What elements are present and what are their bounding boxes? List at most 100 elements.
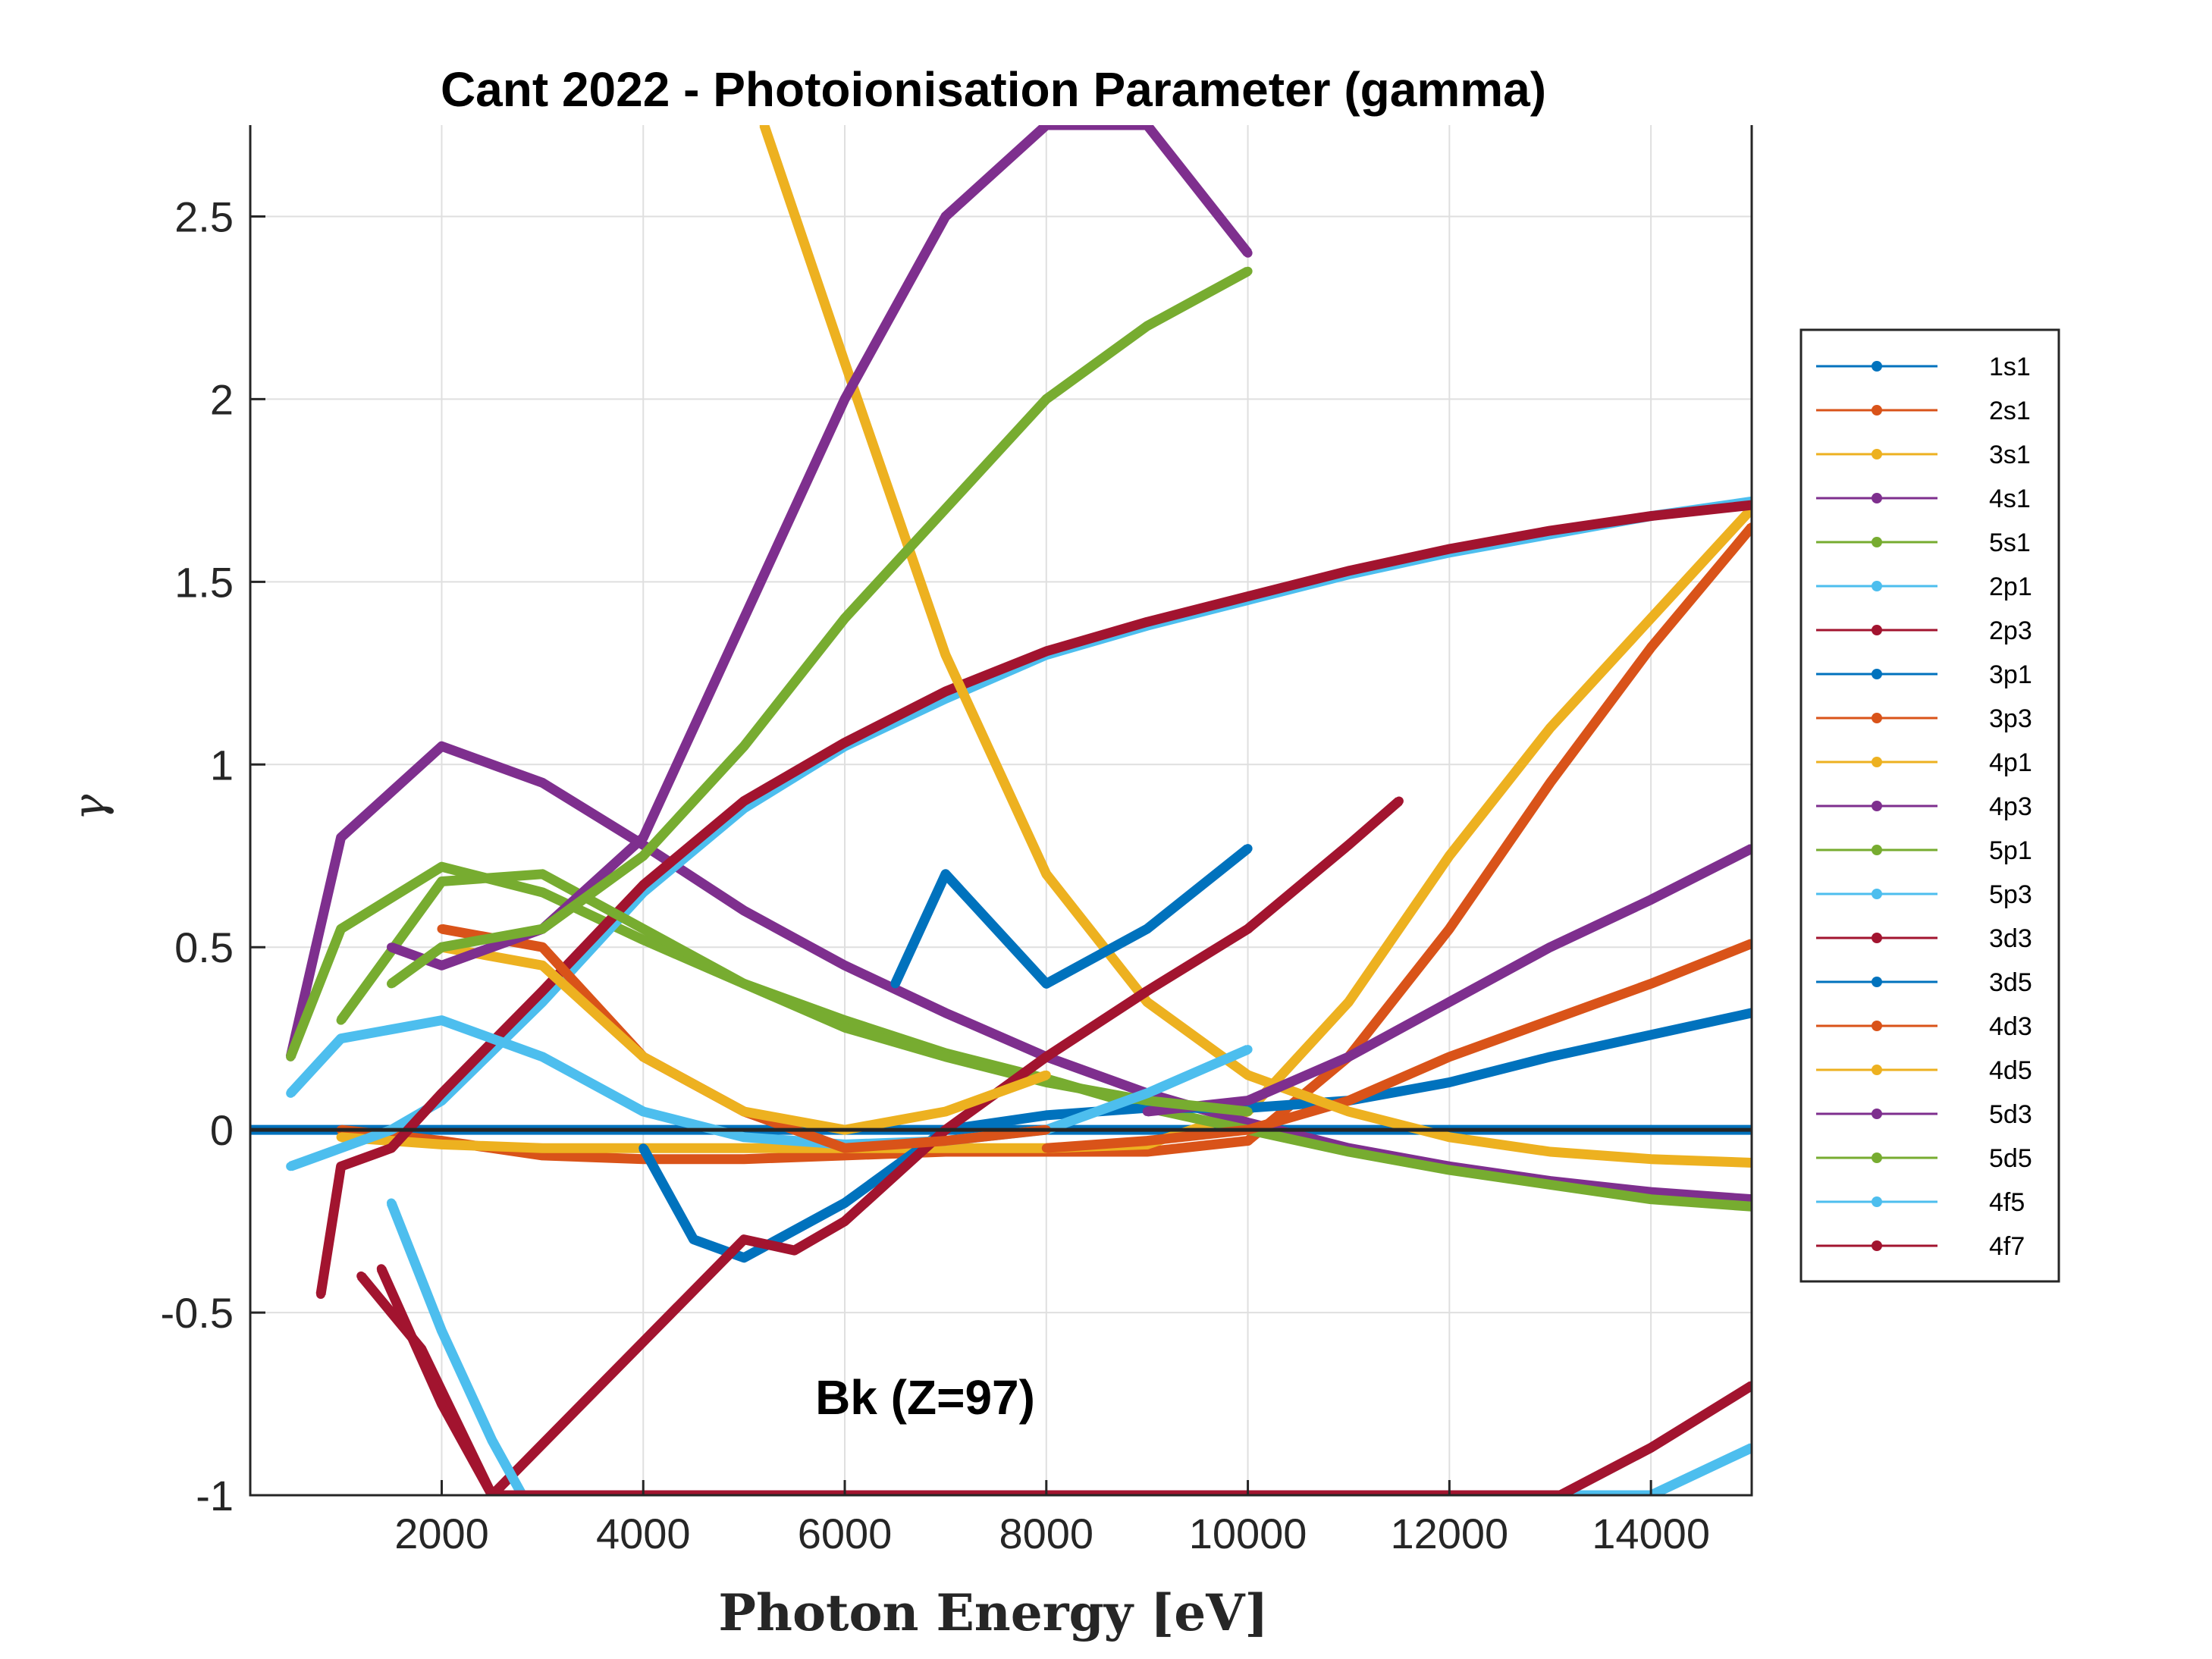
legend-item-3d3: 3d3 <box>1816 924 2032 953</box>
series-3d5 <box>890 844 1253 989</box>
legend-item-4f5: 4f5 <box>1816 1188 2025 1217</box>
legend-marker <box>1872 977 1882 987</box>
series-2p3 <box>315 500 1752 1299</box>
y-tick-label: 2.5 <box>174 193 234 240</box>
legend-item-4d5: 4d5 <box>1816 1056 2032 1085</box>
data-point-3p3 <box>1142 1136 1152 1146</box>
data-point-5p1 <box>336 1015 346 1025</box>
data-point-2p3 <box>1646 511 1656 521</box>
x-tick-label: 4000 <box>596 1510 691 1557</box>
data-point-2p1 <box>286 1162 296 1171</box>
data-point-4f7 <box>1646 1443 1656 1453</box>
series-line-5d5 <box>388 266 1250 988</box>
legend-marker <box>1872 933 1882 943</box>
data-point-5d5 <box>538 924 548 934</box>
data-point-3d3 <box>1142 986 1152 996</box>
series-5d3 <box>387 125 1253 971</box>
data-point-2p3 <box>1041 646 1051 656</box>
legend-marker <box>1872 757 1882 767</box>
data-point-4s1 <box>336 833 346 842</box>
x-tick-label: 2000 <box>394 1510 489 1557</box>
data-point-4p3 <box>1142 1107 1152 1116</box>
series-4p3 <box>1142 844 1752 1117</box>
data-point-4f7 <box>437 1399 447 1409</box>
data-point-4p1 <box>1344 1107 1354 1116</box>
legend-label: 5p1 <box>1989 836 2032 865</box>
data-point-2p3 <box>387 1143 396 1153</box>
x-tick-label: 10000 <box>1189 1510 1307 1557</box>
data-point-5d5 <box>437 942 447 952</box>
data-point-3d5 <box>1142 924 1152 934</box>
data-point-2p3 <box>840 738 849 748</box>
y-tick-label: 1 <box>210 741 234 789</box>
legend-item-4f7: 4f7 <box>1816 1232 2025 1261</box>
data-point-4p1 <box>1142 997 1152 1007</box>
data-point-2s1 <box>538 1150 548 1160</box>
data-point-2p3 <box>316 1290 325 1299</box>
data-point-3d3 <box>1394 796 1404 806</box>
chart-title: Cant 2022 - Photoionisation Parameter (g… <box>441 62 1546 117</box>
y-tick-label: -1 <box>196 1472 234 1519</box>
data-point-4s1 <box>739 906 749 915</box>
data-point-4d3 <box>940 1136 950 1146</box>
data-point-3p3 <box>1646 979 1656 989</box>
legend-marker <box>1872 625 1882 635</box>
data-point-2s1 <box>739 1154 749 1164</box>
data-point-5d3 <box>638 833 648 842</box>
legend-label: 1s1 <box>1989 353 2031 381</box>
data-point-2p3 <box>336 1162 346 1171</box>
data-point-3p1 <box>689 1234 698 1244</box>
legend-label: 5d3 <box>1989 1100 2032 1129</box>
data-point-5d5 <box>1243 266 1253 276</box>
data-point-3d3 <box>1243 924 1253 934</box>
data-point-5p3 <box>286 1088 296 1098</box>
data-point-5p3 <box>638 1107 648 1116</box>
legend-marker <box>1872 713 1882 723</box>
legend-marker <box>1872 1065 1882 1075</box>
data-point-4f5 <box>387 1198 396 1208</box>
data-point-5d3 <box>739 613 749 623</box>
legend-label: 3d5 <box>1989 968 2032 997</box>
data-point-3d3 <box>840 1216 849 1226</box>
data-point-5d5 <box>1041 394 1051 404</box>
legend-marker <box>1872 581 1882 591</box>
series-4f7 <box>376 1264 1752 1495</box>
legend-label: 2p3 <box>1989 616 2032 645</box>
series-line-5p1 <box>337 869 1249 1117</box>
data-point-4p3 <box>1545 942 1555 952</box>
data-point-5d5 <box>1142 321 1152 331</box>
data-point-3s1 <box>538 1143 548 1153</box>
data-point-4p1 <box>1041 869 1051 879</box>
data-point-4d3 <box>840 1143 849 1153</box>
data-point-4d3 <box>538 942 548 952</box>
legend-item-2p3: 2p3 <box>1816 616 2032 645</box>
data-point-5p3 <box>538 1052 548 1062</box>
data-point-5s1 <box>336 924 346 934</box>
legend-marker <box>1872 801 1882 811</box>
data-point-4p1 <box>759 125 769 130</box>
data-point-2p3 <box>940 686 950 696</box>
data-point-3s1 <box>1646 613 1656 623</box>
data-point-5p3 <box>437 1015 447 1025</box>
x-tick-label: 8000 <box>999 1510 1094 1557</box>
data-point-5d3 <box>840 394 849 404</box>
legend-item-3d5: 3d5 <box>1816 968 2032 997</box>
plot-axes: 2000 4000 6000 8000 10000 12000 14000 -1 -0.5 0 0… <box>161 125 1753 1557</box>
data-point-2s1 <box>840 1150 849 1160</box>
data-point-4s1 <box>840 961 849 971</box>
element-annotation: Bk (Z=97) <box>815 1370 1035 1425</box>
data-point-5p1 <box>437 877 447 886</box>
legend-marker <box>1872 449 1882 459</box>
data-point-4d5 <box>538 961 548 971</box>
data-point-5p3 <box>739 1132 749 1142</box>
legend-label: 3p1 <box>1989 660 2032 689</box>
legend: 1s1 2s1 3s1 4s1 5s1 2p1 2p3 3p1 3p3 4p1 4p3 5p1 5p3 3… <box>1799 328 2060 1283</box>
data-point-4p3 <box>1344 1052 1354 1062</box>
legend-label: 4f5 <box>1989 1188 2025 1217</box>
legend-item-5d3: 5d3 <box>1816 1100 2032 1129</box>
data-point-4s1 <box>437 742 447 751</box>
legend-item-3s1: 3s1 <box>1816 441 2031 469</box>
data-point-5s1 <box>1646 1194 1656 1204</box>
legend-label: 4d3 <box>1989 1012 2032 1041</box>
